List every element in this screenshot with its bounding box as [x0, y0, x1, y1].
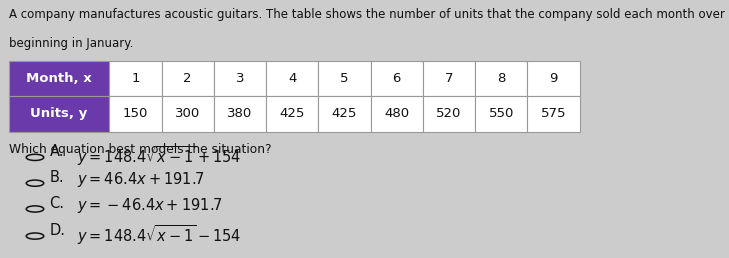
- Text: $y = -46.4x+191.7$: $y = -46.4x+191.7$: [77, 196, 222, 215]
- Text: Month, x: Month, x: [26, 72, 92, 85]
- Bar: [162, 96, 214, 132]
- Text: 3: 3: [235, 72, 244, 85]
- Text: 425: 425: [332, 107, 357, 120]
- Text: Which equation best models the situation?: Which equation best models the situation…: [9, 143, 271, 156]
- Bar: [9, 96, 109, 132]
- Bar: [109, 61, 162, 96]
- Text: Units, y: Units, y: [31, 107, 87, 120]
- Text: A.: A.: [50, 144, 64, 159]
- Bar: [527, 61, 580, 96]
- Bar: [527, 96, 580, 132]
- Text: 550: 550: [488, 107, 514, 120]
- Text: $y = 46.4x+191.7$: $y = 46.4x+191.7$: [77, 170, 204, 189]
- Text: 9: 9: [549, 72, 558, 85]
- Bar: [266, 61, 319, 96]
- Text: 5: 5: [340, 72, 348, 85]
- Bar: [162, 61, 214, 96]
- Bar: [214, 61, 266, 96]
- Text: 150: 150: [122, 107, 148, 120]
- Bar: [475, 96, 527, 132]
- Text: 520: 520: [436, 107, 461, 120]
- Bar: [9, 61, 109, 96]
- Text: beginning in January.: beginning in January.: [9, 37, 133, 50]
- Bar: [109, 96, 162, 132]
- Text: 480: 480: [384, 107, 409, 120]
- Text: 1: 1: [131, 72, 140, 85]
- Text: 4: 4: [288, 72, 297, 85]
- Text: 425: 425: [279, 107, 305, 120]
- Text: D.: D.: [50, 223, 66, 238]
- Text: 575: 575: [541, 107, 566, 120]
- Bar: [319, 61, 370, 96]
- Text: 8: 8: [497, 72, 505, 85]
- Text: B.: B.: [50, 170, 64, 185]
- Bar: [423, 61, 475, 96]
- Text: $y = 148.4\sqrt{x-1}-154$: $y = 148.4\sqrt{x-1}-154$: [77, 223, 241, 247]
- Text: $y = 148.4\sqrt{x-1}+154$: $y = 148.4\sqrt{x-1}+154$: [77, 144, 241, 168]
- Text: 300: 300: [175, 107, 200, 120]
- Text: 380: 380: [227, 107, 252, 120]
- Text: A company manufactures acoustic guitars. The table shows the number of units tha: A company manufactures acoustic guitars.…: [9, 8, 729, 21]
- Text: C.: C.: [50, 196, 65, 211]
- Bar: [370, 61, 423, 96]
- Text: 6: 6: [392, 72, 401, 85]
- Bar: [214, 96, 266, 132]
- Text: 7: 7: [445, 72, 453, 85]
- Bar: [319, 96, 370, 132]
- Bar: [475, 61, 527, 96]
- Bar: [423, 96, 475, 132]
- Bar: [370, 96, 423, 132]
- Bar: [266, 96, 319, 132]
- Text: 2: 2: [184, 72, 192, 85]
